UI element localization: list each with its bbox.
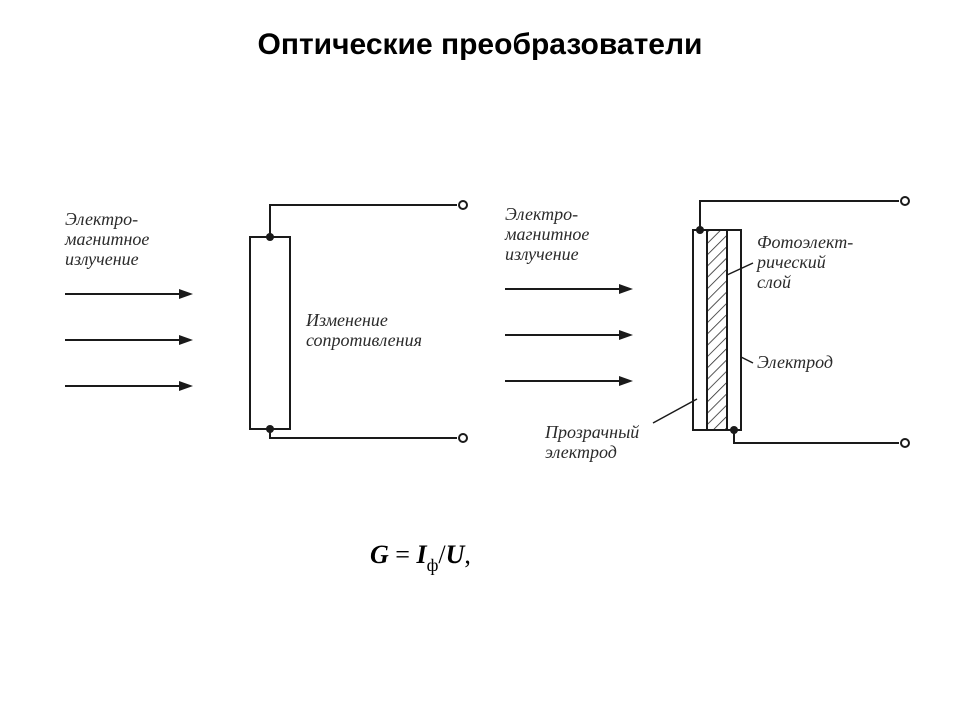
formula-div: / xyxy=(438,540,445,569)
label-resistance-change: Изменение сопротивления xyxy=(306,311,422,351)
formula-comma: , xyxy=(464,540,471,569)
formula-eq: = xyxy=(395,540,416,569)
diagram-right: Электро- магнитное излучение Фотоэлект- … xyxy=(505,185,935,455)
page: Оптические преобразователи Электро- магн… xyxy=(0,0,960,720)
label-transparent-electrode: Прозрачный электрод xyxy=(545,423,639,463)
page-title: Оптические преобразователи xyxy=(0,28,960,62)
formula-sub: ф xyxy=(427,555,439,576)
formula-U: U xyxy=(446,540,465,569)
label-photoelectric-layer: Фотоэлект- рический слой xyxy=(757,233,853,292)
diagram-left: Электро- магнитное излучение Изменение с… xyxy=(65,190,485,450)
label-radiation-left: Электро- магнитное излучение xyxy=(65,210,149,269)
label-electrode: Электрод xyxy=(757,353,833,373)
formula-I: I xyxy=(416,540,426,569)
formula: G = Iф/U, xyxy=(370,540,471,574)
label-radiation-right: Электро- магнитное излучение xyxy=(505,205,589,264)
formula-G: G xyxy=(370,540,389,569)
